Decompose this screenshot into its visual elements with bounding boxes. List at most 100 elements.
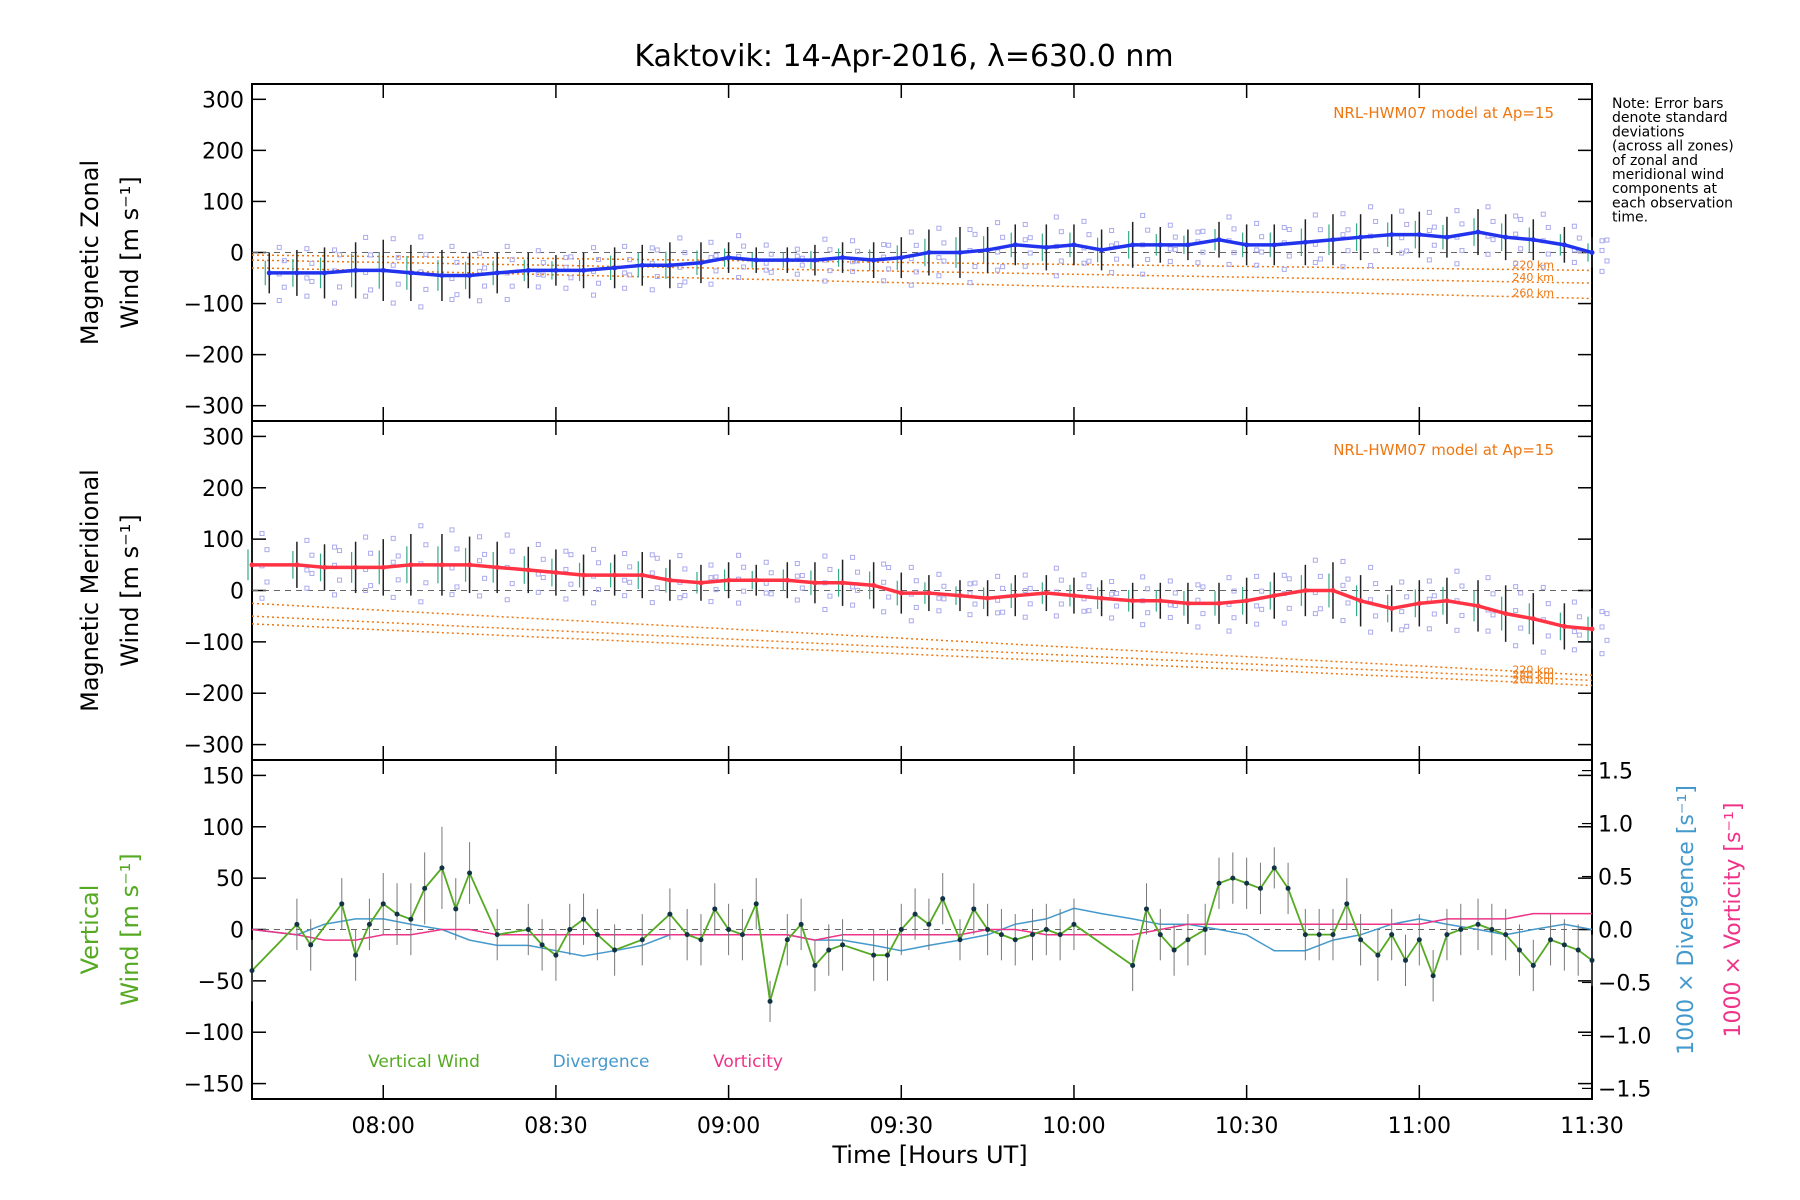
zone-sample-marker (1286, 253, 1292, 259)
series-point (525, 927, 531, 932)
zone-sample-marker (1431, 593, 1437, 599)
series-point (985, 595, 991, 601)
series-point (525, 567, 531, 573)
x-tick-label: 08:30 (524, 1114, 587, 1139)
zone-sample-marker (276, 297, 282, 303)
zone-sample-marker (563, 596, 569, 602)
zone-sample-marker (482, 283, 488, 289)
series-point (698, 260, 704, 266)
zone-sample-marker (1518, 216, 1524, 222)
zone-sample-marker (936, 571, 942, 577)
zone-sample-marker (1571, 629, 1577, 635)
zone-sample-marker (1254, 262, 1260, 268)
series-point (1012, 593, 1018, 599)
series-point (1430, 973, 1436, 979)
zone-sample-marker (1081, 260, 1087, 266)
zone-sample-marker (1545, 251, 1551, 257)
series-point (339, 901, 345, 907)
zone-sample-marker (504, 296, 510, 302)
series-point (467, 272, 473, 278)
zone-sample-marker (395, 553, 401, 559)
series-point (581, 916, 587, 922)
y-tick-label: 100 (202, 816, 244, 841)
zone-sample-marker (1195, 229, 1201, 235)
zone-sample-marker (881, 609, 887, 615)
zone-sample-marker (1114, 603, 1120, 609)
zone-sample-marker (654, 273, 660, 279)
zone-sample-marker (509, 283, 515, 289)
series-point (639, 262, 645, 268)
zone-sample-marker (677, 235, 683, 241)
y-tick-label: 100 (202, 190, 244, 215)
zone-sample-marker (1000, 609, 1006, 615)
x-axis-label: Time [Hours UT] (831, 1141, 1027, 1169)
series-point (380, 564, 386, 570)
zone-sample-marker (1022, 572, 1028, 578)
note-line: deviations (1612, 124, 1684, 140)
zone-sample-marker (1231, 588, 1237, 594)
series-point (1271, 242, 1277, 248)
series-point (366, 921, 372, 927)
zone-sample-marker (1459, 613, 1465, 619)
zone-sample-marker (972, 601, 978, 607)
series-point (1375, 952, 1381, 958)
zone-sample-marker (677, 595, 683, 601)
zone-sample-marker (540, 556, 546, 562)
series-point (912, 911, 918, 917)
series-point (1416, 232, 1422, 238)
zone-sample-marker (708, 575, 714, 581)
zone-sample-marker (677, 282, 683, 288)
series-point (308, 942, 314, 948)
series-point (698, 580, 704, 586)
series-point (1071, 242, 1077, 248)
zone-sample-marker (568, 275, 574, 281)
zone-sample-marker (363, 534, 369, 540)
series-point (294, 562, 300, 568)
zone-sample-marker (627, 564, 633, 570)
series-point (898, 255, 904, 261)
zone-sample-marker (886, 565, 892, 571)
model-altitude-label: 260 km (1512, 674, 1554, 687)
zone-sample-marker (1254, 247, 1260, 253)
zone-sample-marker (708, 562, 714, 568)
zone-sample-marker (337, 548, 343, 554)
series-point (453, 906, 459, 912)
zone-sample-marker (390, 300, 396, 306)
zone-sample-marker (337, 284, 343, 290)
zone-sample-marker (1200, 611, 1206, 617)
zone-sample-marker (596, 560, 602, 566)
zone-sample-marker (1518, 625, 1524, 631)
zone-sample-marker (1167, 578, 1173, 584)
zone-sample-marker (1518, 590, 1524, 596)
zone-sample-marker (535, 542, 541, 548)
zone-sample-marker (936, 273, 942, 279)
zone-sample-marker (741, 564, 747, 570)
zone-sample-marker (477, 593, 483, 599)
series-point (1099, 247, 1105, 253)
zone-sample-marker (1058, 258, 1064, 264)
zone-sample-marker (627, 272, 633, 278)
model-altitude-label: 220 km (1512, 258, 1554, 271)
zone-sample-marker (1167, 222, 1173, 228)
zone-sample-marker (563, 566, 569, 572)
zone-sample-marker (1513, 260, 1519, 266)
zone-sample-marker (708, 239, 714, 245)
zone-sample-marker (591, 292, 597, 298)
zone-sample-marker (1000, 264, 1006, 270)
zone-sample-marker (972, 264, 978, 270)
zone-sample-marker (390, 236, 396, 242)
zone-sample-marker (1254, 220, 1260, 226)
zone-sample-marker (794, 246, 800, 252)
series-point (898, 590, 904, 596)
zone-sample-marker (941, 583, 947, 589)
series-point (726, 577, 732, 583)
x-tick-label: 10:30 (1215, 1114, 1278, 1139)
zone-sample-marker (1000, 234, 1006, 240)
model-line (251, 267, 1593, 300)
series-point (1444, 932, 1450, 938)
zone-sample-marker (1317, 606, 1323, 612)
series-point (494, 270, 500, 276)
zone-sample-marker (540, 272, 546, 278)
zone-sample-marker (540, 260, 546, 266)
